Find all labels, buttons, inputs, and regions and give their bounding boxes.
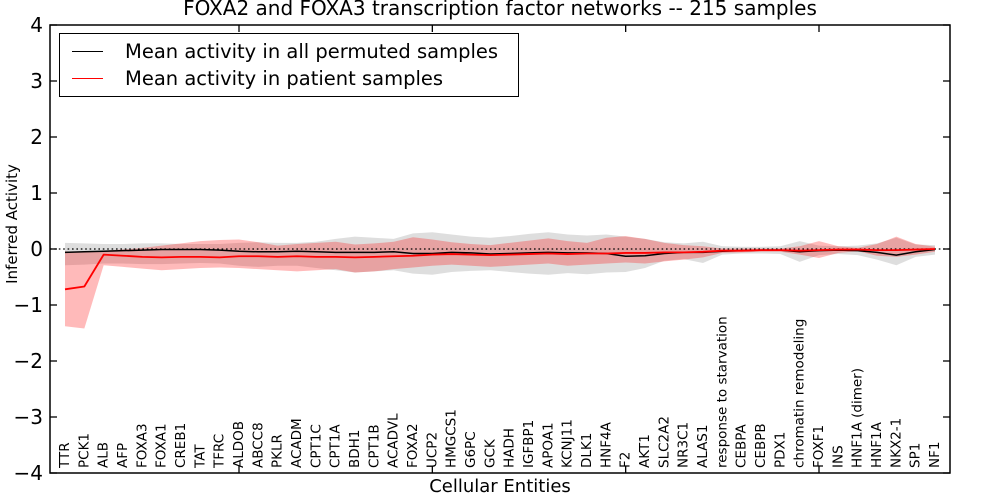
x-axis-label: Cellular Entities xyxy=(429,476,571,497)
svg-text:4: 4 xyxy=(30,13,43,37)
svg-text:SP1: SP1 xyxy=(908,443,924,468)
svg-text:HMGCS1: HMGCS1 xyxy=(444,409,460,468)
svg-text:CREB1: CREB1 xyxy=(173,423,189,468)
svg-text:HNF4A: HNF4A xyxy=(598,421,614,468)
svg-text:HNF1A (dimer): HNF1A (dimer) xyxy=(850,368,866,468)
svg-text:2: 2 xyxy=(30,125,43,149)
svg-text:IGFBP1: IGFBP1 xyxy=(521,420,537,468)
svg-text:ACADM: ACADM xyxy=(289,418,305,468)
chart-title: FOXA2 and FOXA3 transcription factor net… xyxy=(183,0,817,20)
svg-text:NR3C1: NR3C1 xyxy=(676,422,692,468)
svg-text:INS: INS xyxy=(830,445,846,468)
svg-text:−4: −4 xyxy=(14,461,43,485)
svg-text:CEBPB: CEBPB xyxy=(753,423,769,468)
svg-text:CPT1C: CPT1C xyxy=(308,424,324,468)
svg-text:GCK: GCK xyxy=(482,438,498,468)
svg-text:F2: F2 xyxy=(618,452,634,468)
svg-text:NF1: NF1 xyxy=(927,442,943,468)
legend: Mean activity in all permuted samples Me… xyxy=(59,33,519,97)
svg-text:ABCC8: ABCC8 xyxy=(250,422,266,468)
legend-label: Mean activity in all permuted samples xyxy=(125,40,499,63)
svg-text:PDX1: PDX1 xyxy=(772,432,788,468)
y-axis-label: Inferred Activity xyxy=(3,164,21,284)
svg-text:CPT1A: CPT1A xyxy=(328,424,344,468)
svg-text:KCNJ11: KCNJ11 xyxy=(560,419,576,468)
legend-line-sample-black xyxy=(72,51,103,52)
svg-text:PCK1: PCK1 xyxy=(76,433,92,468)
svg-text:response to starvation: response to starvation xyxy=(714,316,730,468)
svg-text:SLC2A2: SLC2A2 xyxy=(656,416,672,468)
svg-text:AKT1: AKT1 xyxy=(637,434,653,468)
svg-text:ALB: ALB xyxy=(96,442,112,468)
svg-text:ACADVL: ACADVL xyxy=(386,413,402,468)
svg-text:AFP: AFP xyxy=(115,443,131,468)
svg-text:−1: −1 xyxy=(14,293,43,317)
legend-item-patient: Mean activity in patient samples xyxy=(72,67,506,90)
legend-item-permuted: Mean activity in all permuted samples xyxy=(72,40,506,63)
svg-text:chromatin remodeling: chromatin remodeling xyxy=(792,319,808,468)
svg-text:G6PC: G6PC xyxy=(463,431,479,468)
svg-text:TTR: TTR xyxy=(57,442,73,469)
svg-text:3: 3 xyxy=(30,69,43,93)
svg-text:APOA1: APOA1 xyxy=(540,422,556,468)
svg-text:NKX2-1: NKX2-1 xyxy=(888,418,904,468)
legend-line-sample-red xyxy=(72,78,103,79)
svg-text:ALDOB: ALDOB xyxy=(231,421,247,468)
svg-text:FOXA3: FOXA3 xyxy=(134,423,150,468)
svg-text:1: 1 xyxy=(30,181,43,205)
svg-text:CEBPA: CEBPA xyxy=(734,424,750,468)
svg-text:ALAS1: ALAS1 xyxy=(695,425,711,468)
svg-text:UCP2: UCP2 xyxy=(424,432,440,468)
svg-text:CPT1B: CPT1B xyxy=(366,424,382,468)
svg-text:HNF1A: HNF1A xyxy=(869,421,885,468)
svg-text:−2: −2 xyxy=(14,349,43,373)
svg-text:BDH1: BDH1 xyxy=(347,430,363,468)
svg-text:FOXA2: FOXA2 xyxy=(405,423,421,468)
svg-text:PKLR: PKLR xyxy=(270,434,286,468)
svg-text:0: 0 xyxy=(30,237,43,261)
svg-text:HADH: HADH xyxy=(502,428,518,468)
svg-text:TFRC: TFRC xyxy=(212,434,228,469)
svg-text:DLK1: DLK1 xyxy=(579,433,595,468)
svg-text:−3: −3 xyxy=(14,405,43,429)
svg-text:TAT: TAT xyxy=(192,444,208,469)
svg-text:FOXF1: FOXF1 xyxy=(811,425,827,468)
svg-text:FOXA1: FOXA1 xyxy=(154,423,170,468)
legend-label: Mean activity in patient samples xyxy=(125,67,444,90)
